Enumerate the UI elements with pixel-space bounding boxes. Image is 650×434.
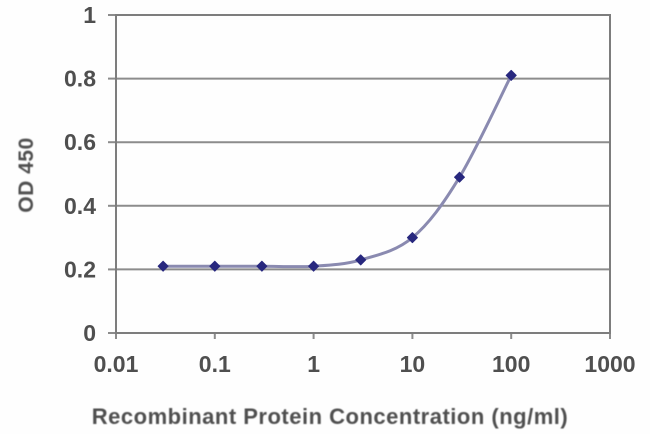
data-point-marker (454, 171, 465, 183)
data-point-marker (157, 260, 169, 272)
x-tick-label: 1 (307, 351, 320, 377)
y-tick-label: 1 (83, 2, 96, 28)
y-tick-label: 0 (83, 320, 96, 346)
x-axis-title: Recombinant Protein Concentration (ng/ml… (91, 404, 569, 429)
x-tick-label: 100 (492, 351, 530, 377)
data-point-marker (209, 260, 221, 272)
data-point-marker (256, 260, 268, 272)
y-axis-title: OD 450 (15, 137, 38, 213)
x-tick-label: 0.01 (94, 351, 139, 377)
data-point-marker (308, 260, 320, 272)
data-curve (161, 73, 513, 269)
y-tick-label: 0.8 (64, 66, 96, 92)
y-tick-label: 0.2 (64, 256, 96, 282)
data-point-marker (406, 232, 418, 244)
plot-border (115, 14, 611, 334)
x-tick-label: 1000 (584, 351, 635, 377)
y-tick-label: 0.6 (64, 129, 96, 155)
y-tick-label: 0.4 (64, 193, 96, 219)
x-tick-label: 10 (400, 351, 426, 377)
x-tick-label: 0.1 (199, 351, 231, 377)
data-point-marker (505, 69, 517, 81)
data-point-marker (355, 254, 367, 266)
